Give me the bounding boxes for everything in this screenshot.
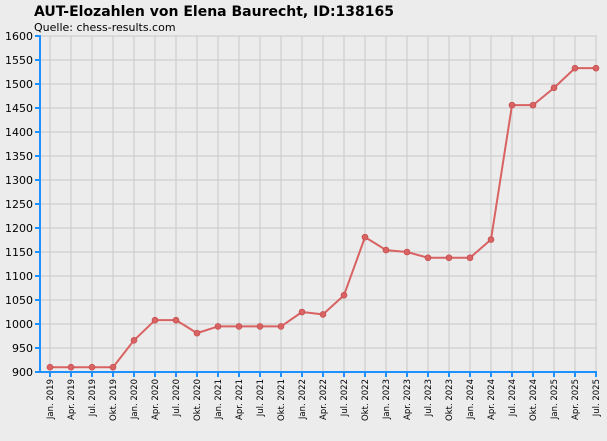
data-point xyxy=(340,291,348,299)
data-point xyxy=(571,64,579,72)
x-tick-label: Apr. 2022 xyxy=(319,379,329,420)
x-tick-label: Jan. 2019 xyxy=(46,379,56,420)
y-tick-label: 1500 xyxy=(5,78,33,91)
data-point xyxy=(487,236,495,243)
x-tick-label: Okt. 2020 xyxy=(193,379,203,421)
y-tick-label: 1300 xyxy=(5,174,33,187)
data-point xyxy=(403,248,411,256)
y-tick-label: 900 xyxy=(12,366,33,379)
x-tick-label: Apr. 2024 xyxy=(487,379,497,420)
y-tick-label: 950 xyxy=(12,342,33,355)
x-tick-label: Okt. 2024 xyxy=(529,379,539,421)
x-tick-label: Okt. 2023 xyxy=(445,379,455,421)
x-tick-label: Apr. 2021 xyxy=(235,379,245,420)
x-tick-label: Jan. 2021 xyxy=(214,379,224,420)
data-point xyxy=(529,101,537,109)
y-tick-label: 1400 xyxy=(5,126,33,139)
data-point xyxy=(298,308,306,316)
y-tick-labels: 900 950 1000 1050 1100 1150 1200 1250 1300 1350 14… xyxy=(5,30,33,379)
y-tick-label: 1150 xyxy=(5,246,33,259)
data-point xyxy=(130,337,138,344)
data-point xyxy=(193,329,201,337)
data-point xyxy=(88,363,96,371)
y-tick-label: 1450 xyxy=(5,102,33,115)
y-tick-label: 1550 xyxy=(5,54,33,67)
x-tick-label: Jan. 2020 xyxy=(130,379,140,420)
y-tick-label: 1250 xyxy=(5,198,33,211)
data-point xyxy=(592,64,600,72)
x-tick-label: Okt. 2019 xyxy=(109,379,119,421)
data-point xyxy=(319,311,327,318)
data-point xyxy=(109,363,117,371)
data-point xyxy=(550,84,558,92)
data-point xyxy=(445,254,453,262)
data-point xyxy=(466,254,474,262)
data-point xyxy=(424,254,432,262)
x-tick-label: Okt. 2022 xyxy=(361,379,371,421)
data-point xyxy=(277,323,285,330)
x-tick-label: Okt. 2021 xyxy=(277,379,287,421)
x-tick-label: Jul. 2021 xyxy=(256,379,266,417)
x-tick-label: Jul. 2019 xyxy=(88,379,98,417)
data-point xyxy=(361,233,369,241)
data-point xyxy=(508,101,516,109)
x-tick-label: Jul. 2025 xyxy=(592,379,602,417)
x-tick-label: Jul. 2022 xyxy=(340,379,350,417)
data-point xyxy=(382,246,390,254)
y-tick-label: 1100 xyxy=(5,270,33,283)
chart-subtitle: Quelle: chess-results.com xyxy=(34,21,176,34)
data-point xyxy=(235,323,243,330)
data-point xyxy=(172,316,180,324)
x-tick-label: Jul. 2020 xyxy=(172,379,182,417)
x-tick-label: Jan. 2023 xyxy=(382,379,392,420)
data-point xyxy=(151,316,159,324)
x-tick-label: Jan. 2025 xyxy=(550,379,560,420)
data-point xyxy=(256,323,264,330)
y-tick-label: 1050 xyxy=(5,294,33,307)
x-tick-labels: Jan. 2019 Apr. 2019 Jul. 2019 Okt. 2019 Jan.… xyxy=(46,379,602,421)
y-tick-label: 1000 xyxy=(5,318,33,331)
y-tick-label: 1600 xyxy=(5,30,33,43)
y-tick-label: 1200 xyxy=(5,222,33,235)
x-tick-label: Jan. 2022 xyxy=(298,379,308,420)
y-tick-label: 1350 xyxy=(5,150,33,163)
axes xyxy=(35,35,597,377)
x-tick-label: Jul. 2024 xyxy=(508,379,518,417)
series xyxy=(46,64,600,371)
x-tick-label: Jul. 2023 xyxy=(424,379,434,417)
data-point xyxy=(67,363,75,371)
x-tick-label: Apr. 2025 xyxy=(571,379,581,420)
grid xyxy=(40,35,597,373)
x-tick-label: Apr. 2019 xyxy=(67,379,77,420)
data-point xyxy=(46,363,54,371)
chart-title: AUT-Elozahlen von Elena Baurecht, ID:138… xyxy=(34,4,394,20)
x-tick-label: Jan. 2024 xyxy=(466,379,476,420)
data-point xyxy=(214,323,222,330)
x-tick-label: Apr. 2023 xyxy=(403,379,413,420)
x-tick-label: Apr. 2020 xyxy=(151,379,161,420)
